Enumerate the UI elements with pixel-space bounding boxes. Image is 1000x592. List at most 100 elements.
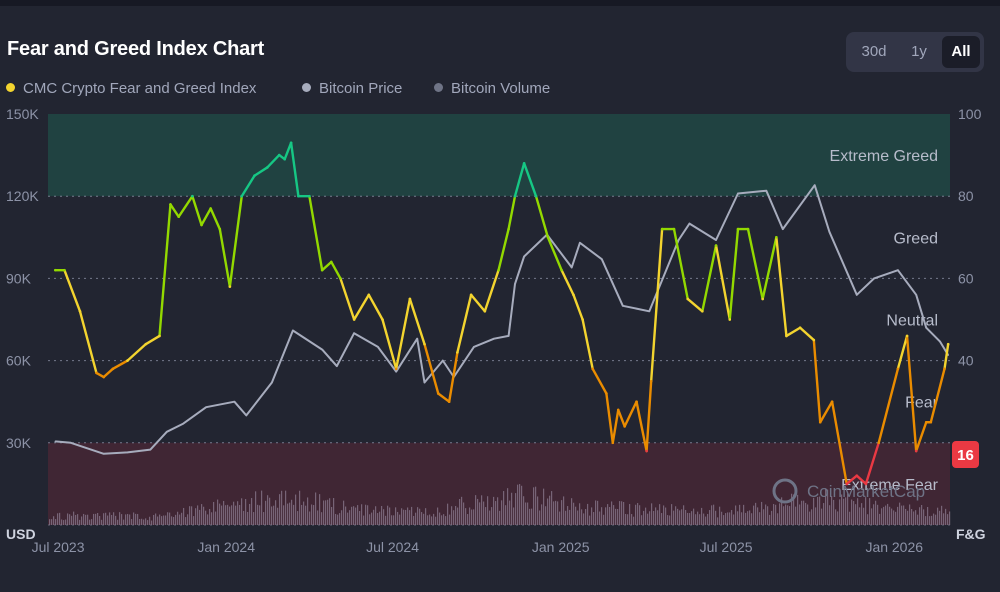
volume-bar: [211, 512, 213, 525]
volume-bar: [475, 495, 477, 525]
fear-greed-segment: [144, 334, 161, 346]
volume-bar: [269, 497, 271, 525]
volume-bar: [315, 492, 317, 525]
volume-bar: [79, 519, 81, 525]
fear-greed-segment: [63, 268, 82, 313]
fear-greed-segment: [572, 293, 584, 321]
fear-greed-point: [672, 227, 676, 231]
fear-greed-segment: [408, 297, 426, 346]
volume-bar: [307, 497, 309, 525]
volume-bar: [547, 498, 549, 525]
bitcoin-price-point: [925, 326, 928, 329]
volume-bar: [739, 504, 741, 525]
volume-bar: [607, 504, 609, 525]
fear-greed-segment: [200, 207, 212, 227]
volume-bar: [737, 511, 739, 525]
fear-greed-segment: [469, 293, 487, 313]
volume-bar: [761, 501, 763, 525]
volume-bar: [177, 511, 179, 525]
fear-greed-segment: [240, 174, 256, 198]
volume-bar: [341, 510, 343, 525]
range-all-button[interactable]: All: [942, 36, 980, 68]
volume-bar: [851, 499, 853, 525]
volume-bar: [161, 516, 163, 525]
volume-bar: [369, 514, 371, 525]
volume-bar: [921, 504, 923, 525]
volume-bar: [813, 497, 815, 525]
fear-greed-point: [253, 174, 256, 177]
bitcoin-price-point: [423, 381, 426, 384]
fear-greed-point: [308, 194, 311, 198]
bitcoin-price-point: [395, 370, 397, 373]
range-30d-button[interactable]: 30d: [861, 43, 887, 60]
volume-bar: [91, 519, 93, 525]
volume-bar: [49, 519, 51, 525]
volume-bar: [723, 515, 725, 525]
fear-greed-point: [686, 297, 690, 301]
volume-bar: [327, 499, 329, 525]
fear-greed-point: [277, 153, 281, 157]
legend-item-bitcoin-price[interactable]: Bitcoin Price: [302, 80, 402, 97]
volume-bar: [297, 511, 299, 525]
volume-bar: [335, 513, 337, 525]
volume-bar: [785, 504, 787, 525]
fear-greed-segment: [381, 318, 398, 371]
volume-bar: [627, 514, 629, 525]
volume-bar: [793, 494, 795, 525]
fear-greed-segment: [701, 244, 718, 313]
fear-greed-segment: [522, 162, 538, 198]
bitcoin-price-point: [205, 406, 207, 408]
volume-bar: [261, 490, 263, 525]
volume-bar: [829, 505, 831, 525]
volume-bar: [925, 516, 927, 525]
fear-greed-segment: [367, 293, 384, 321]
fear-greed-segment: [591, 367, 608, 395]
fear-greed-segment: [855, 474, 868, 486]
volume-bar: [699, 514, 701, 525]
fear-greed-point: [714, 244, 718, 247]
zone-label-4: Extreme Fear: [841, 477, 939, 494]
volume-bar: [525, 502, 527, 525]
bitcoin-price-point: [70, 442, 72, 444]
volume-bar: [259, 505, 261, 525]
volume-bar: [189, 506, 191, 525]
volume-bar: [697, 511, 699, 525]
fear-greed-point: [728, 318, 732, 321]
fear-greed-segment: [228, 194, 243, 288]
volume-bar: [229, 506, 231, 525]
volume-bar: [711, 505, 713, 525]
volume-bar: [157, 516, 159, 525]
volume-bar: [115, 515, 117, 525]
range-1y-button[interactable]: 1y: [911, 43, 927, 60]
fear-greed-point: [818, 420, 822, 424]
fear-greed-point: [339, 277, 342, 280]
volume-bar: [257, 504, 259, 525]
volume-bar: [411, 506, 413, 525]
volume-bar: [387, 505, 389, 525]
volume-bar: [671, 504, 673, 525]
volume-bar: [621, 501, 623, 525]
volume-bar: [819, 496, 821, 525]
volume-bar: [835, 509, 837, 525]
volume-bar: [439, 512, 441, 525]
volume-bar: [437, 507, 439, 525]
volume-bar: [485, 507, 487, 525]
fear-greed-point: [605, 392, 608, 395]
bitcoin-price-point: [873, 277, 875, 280]
fear-greed-point: [581, 318, 584, 321]
fear-greed-point: [546, 236, 550, 239]
fear-greed-point: [423, 342, 426, 346]
volume-bar: [397, 511, 399, 525]
legend-item-bitcoin-volume[interactable]: Bitcoin Volume: [434, 80, 550, 97]
volume-bar: [703, 513, 705, 525]
volume-bar: [383, 509, 385, 525]
legend-item-fear-greed[interactable]: CMC Crypto Fear and Greed Index: [6, 80, 256, 97]
volume-bar: [489, 510, 491, 525]
volume-bar: [651, 503, 653, 525]
volume-bar: [121, 514, 123, 525]
bitcoin-price-point: [715, 239, 717, 241]
volume-bar: [145, 518, 147, 525]
volume-bar: [271, 506, 273, 525]
volume-bar: [293, 504, 295, 525]
